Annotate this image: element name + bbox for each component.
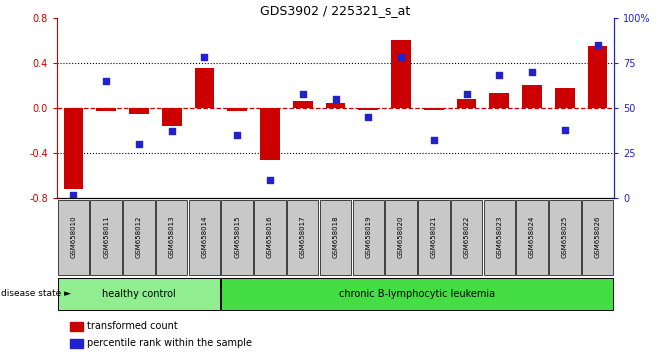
Text: GSM658025: GSM658025 [562, 216, 568, 258]
Bar [91, 200, 122, 275]
Text: GSM658015: GSM658015 [234, 216, 240, 258]
Bar [489, 93, 509, 108]
Text: GSM658016: GSM658016 [267, 216, 273, 258]
Bar [287, 200, 319, 275]
Text: healthy control: healthy control [102, 289, 176, 299]
Bar [549, 200, 580, 275]
Bar [555, 88, 574, 108]
Text: GSM658021: GSM658021 [431, 216, 437, 258]
Bar [64, 108, 83, 189]
Text: GSM658014: GSM658014 [201, 216, 207, 258]
Text: transformed count: transformed count [87, 321, 178, 331]
Text: disease state ►: disease state ► [1, 289, 70, 298]
Bar [58, 200, 89, 275]
Point [134, 141, 144, 147]
Point [560, 127, 570, 132]
Bar [129, 108, 149, 114]
Point [494, 73, 505, 78]
Bar [123, 200, 154, 275]
Point [592, 42, 603, 48]
Bar [582, 200, 613, 275]
Bar [58, 278, 220, 310]
Bar [195, 68, 214, 108]
Point [428, 138, 439, 143]
Text: GSM658026: GSM658026 [595, 216, 601, 258]
Text: GSM658017: GSM658017 [300, 216, 306, 258]
Point [199, 55, 210, 60]
Point [396, 55, 407, 60]
Bar [254, 200, 286, 275]
Point [297, 91, 308, 96]
Text: GSM658010: GSM658010 [70, 216, 76, 258]
Text: percentile rank within the sample: percentile rank within the sample [87, 338, 252, 348]
Bar [385, 200, 417, 275]
Text: GSM658023: GSM658023 [497, 216, 503, 258]
Bar [418, 200, 450, 275]
Bar [320, 200, 351, 275]
Bar [260, 108, 280, 160]
Bar [451, 200, 482, 275]
Point [101, 78, 111, 84]
Bar [293, 101, 313, 108]
Point [330, 96, 341, 102]
Bar [221, 200, 253, 275]
Text: GSM658019: GSM658019 [365, 216, 371, 258]
Bar [358, 108, 378, 110]
Text: GSM658020: GSM658020 [398, 216, 404, 258]
Point [363, 114, 374, 120]
Point [166, 129, 177, 134]
Bar [588, 46, 607, 108]
Text: GSM658024: GSM658024 [529, 216, 535, 258]
Point [68, 192, 79, 198]
Bar [162, 108, 182, 126]
Bar [189, 200, 220, 275]
Bar [517, 200, 548, 275]
Text: GSM658022: GSM658022 [464, 216, 470, 258]
Text: chronic B-lymphocytic leukemia: chronic B-lymphocytic leukemia [340, 289, 495, 299]
Bar [391, 40, 411, 108]
Bar [352, 200, 384, 275]
Point [264, 177, 275, 183]
Bar [457, 99, 476, 108]
Bar [325, 103, 346, 108]
Text: GSM658011: GSM658011 [103, 216, 109, 258]
Bar [484, 200, 515, 275]
Point [232, 132, 243, 138]
Point [527, 69, 537, 75]
Text: GSM658018: GSM658018 [333, 216, 338, 258]
Text: GSM658012: GSM658012 [136, 216, 142, 258]
Point [461, 91, 472, 96]
Bar [97, 108, 116, 112]
Bar [424, 108, 444, 110]
Title: GDS3902 / 225321_s_at: GDS3902 / 225321_s_at [260, 4, 411, 17]
Bar [522, 85, 542, 108]
Bar [227, 108, 247, 112]
Bar [156, 200, 187, 275]
Bar [221, 278, 613, 310]
Text: GSM658013: GSM658013 [168, 216, 174, 258]
